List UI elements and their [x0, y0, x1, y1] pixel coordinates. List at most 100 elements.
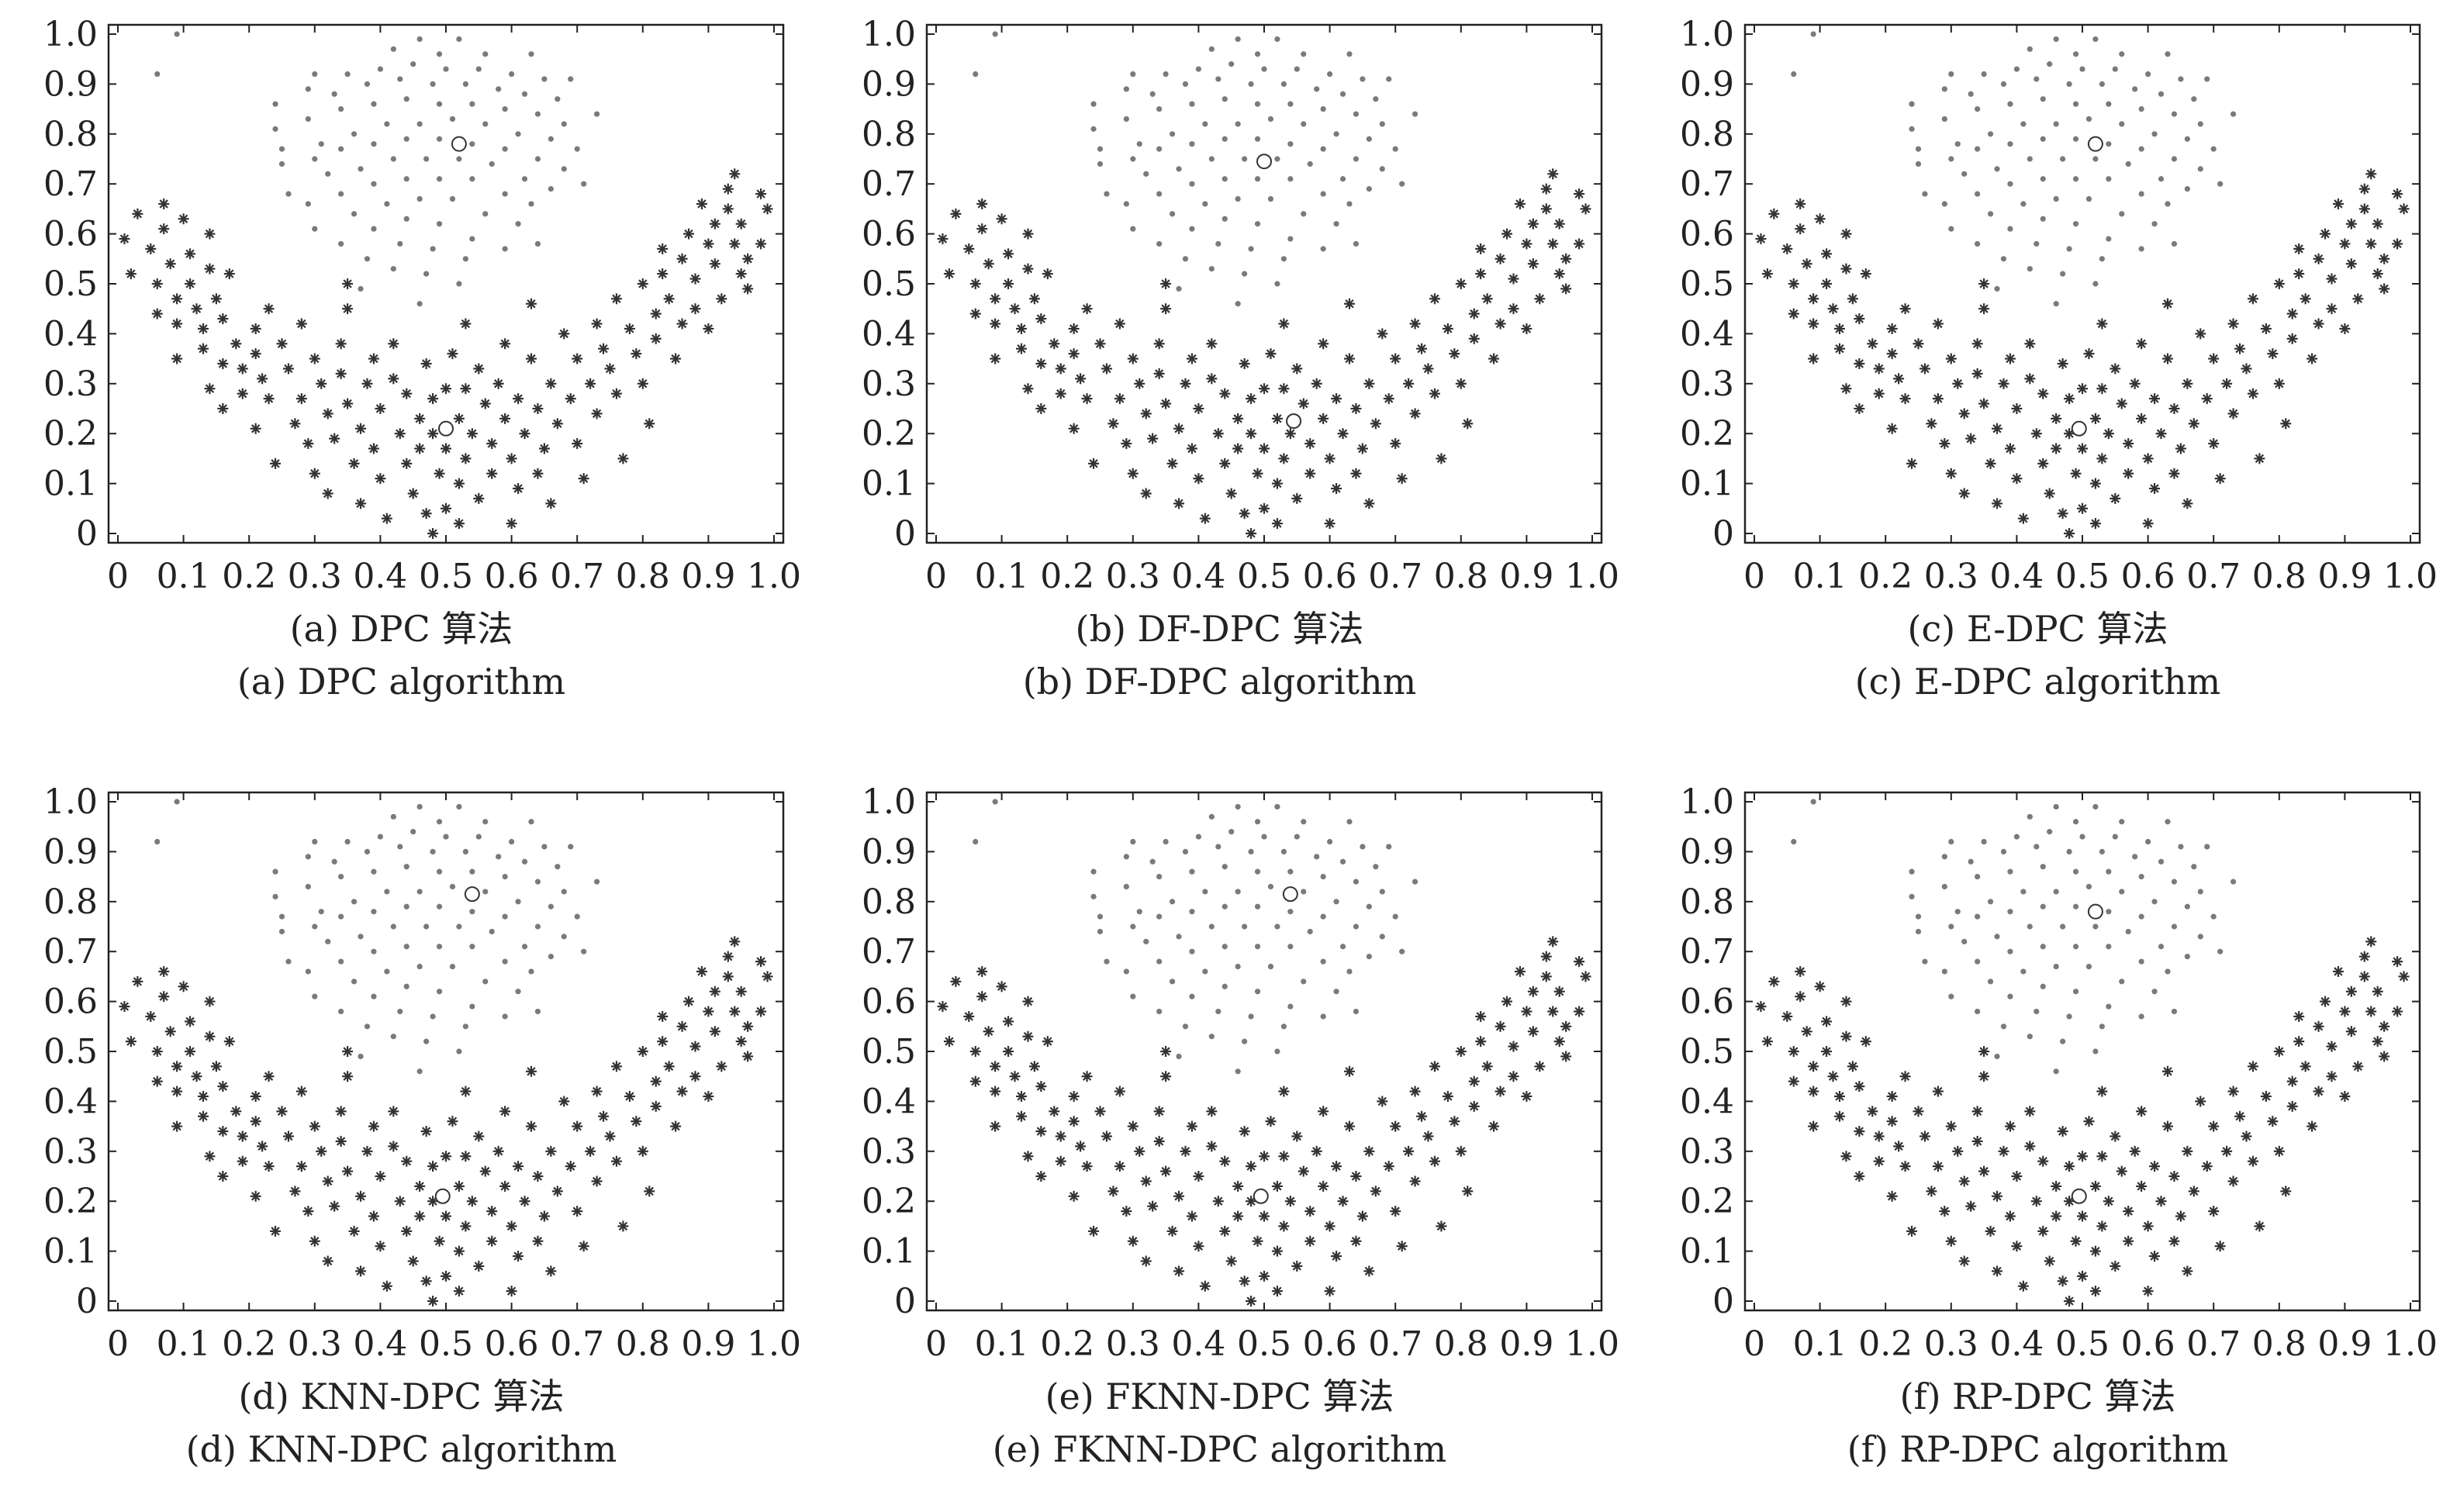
data-point-dot — [1333, 131, 1339, 136]
y-tick-label: 0.7 — [43, 164, 98, 204]
data-point-star — [1887, 1091, 1898, 1102]
data-point-star — [755, 238, 766, 249]
data-point-dot — [555, 864, 560, 869]
data-point-star — [723, 203, 734, 214]
data-point-star — [447, 348, 458, 359]
data-point-dot — [1235, 964, 1241, 969]
data-point-star — [427, 428, 438, 439]
data-point-star — [1581, 971, 1591, 982]
data-point-star — [1325, 453, 1336, 464]
data-point-star — [506, 453, 517, 464]
data-point-dot — [456, 156, 461, 161]
data-point-star — [729, 936, 740, 947]
y-tick-label: 0.3 — [1680, 364, 1734, 404]
data-point-star — [1449, 348, 1460, 359]
data-point-dot — [1183, 1024, 1188, 1029]
data-point-dot — [365, 81, 370, 87]
data-point-star — [1226, 488, 1237, 499]
data-point-dot — [1988, 131, 1993, 136]
data-point-star — [1429, 1061, 1440, 1072]
data-point-star — [565, 1161, 576, 1172]
data-point-dot — [404, 904, 409, 910]
data-point-dot — [568, 844, 573, 849]
data-point-star — [342, 1166, 353, 1177]
data-point-dot — [338, 191, 344, 196]
data-point-star — [2352, 1061, 2363, 1072]
data-point-star — [1482, 293, 1493, 304]
data-point-star — [1121, 438, 1132, 449]
data-point-dot — [1340, 176, 1346, 181]
data-point-star — [441, 1211, 451, 1222]
data-point-dot — [423, 1039, 429, 1044]
y-tick-label: 0.8 — [862, 115, 916, 154]
data-point-dot — [450, 196, 455, 202]
data-point-dot — [469, 176, 475, 181]
data-point-star — [1219, 388, 1230, 399]
data-point-star — [689, 303, 700, 314]
data-point-star — [1187, 444, 1197, 454]
data-point-dot — [2092, 1048, 2098, 1054]
data-point-dot — [2165, 51, 2170, 57]
data-point-star — [1311, 378, 1322, 389]
data-point-star — [1508, 303, 1519, 314]
data-point-star — [1338, 428, 1349, 439]
y-tick-label: 0.6 — [862, 982, 916, 1022]
plot-frame — [927, 25, 1602, 543]
data-point-star — [1344, 1066, 1355, 1077]
data-point-dot — [1948, 156, 1954, 161]
data-point-dot — [2007, 949, 2013, 954]
data-point-dot — [1321, 914, 1326, 920]
data-point-star — [1154, 1136, 1165, 1147]
data-point-star — [1160, 399, 1171, 409]
data-point-dot — [391, 266, 396, 271]
data-point-dot — [1301, 979, 1306, 984]
data-point-star — [513, 393, 524, 404]
data-point-star — [1232, 1211, 1243, 1222]
data-point-star — [2136, 413, 2147, 424]
data-point-dot — [2047, 61, 2052, 67]
data-point-star — [1042, 1036, 1053, 1047]
data-point-star — [296, 1161, 307, 1172]
data-point-star — [1933, 1161, 1944, 1172]
data-point-dot — [2034, 1009, 2039, 1014]
data-point-star — [1331, 1251, 1342, 1262]
data-point-star — [1357, 444, 1368, 454]
data-point-star — [2103, 1196, 2114, 1206]
data-point-dot — [1130, 71, 1135, 77]
data-point-dot — [1209, 266, 1215, 271]
data-point-star — [1854, 1126, 1864, 1137]
data-point-dot — [1090, 869, 1096, 875]
data-point-star — [277, 338, 288, 349]
data-point-star — [1069, 1091, 1080, 1102]
data-point-star — [198, 1091, 209, 1102]
data-point-dot — [1261, 834, 1266, 839]
data-point-star — [1847, 1061, 1858, 1072]
cluster-center — [436, 1189, 450, 1203]
data-point-star — [1946, 1121, 1957, 1132]
data-point-star — [1390, 438, 1401, 449]
data-point-star — [493, 1146, 504, 1157]
data-point-star — [990, 319, 1000, 330]
data-point-star — [1134, 378, 1145, 389]
data-point-dot — [371, 909, 376, 914]
data-point-star — [1547, 936, 1558, 947]
caption-cn: (d) KNN-DPC 算法 — [0, 1379, 803, 1414]
data-point-star — [937, 233, 948, 244]
data-point-star — [368, 354, 379, 364]
data-point-dot — [555, 96, 560, 102]
y-tick-label: 0 — [1712, 514, 1734, 554]
data-point-star — [1874, 363, 1885, 374]
data-point-dot — [503, 874, 508, 879]
data-point-star — [2359, 951, 2370, 962]
data-point-dot — [1189, 869, 1194, 875]
data-point-dot — [1975, 958, 1980, 964]
data-point-star — [1488, 1121, 1499, 1132]
data-point-star — [651, 1076, 662, 1087]
data-point-star — [1456, 1146, 1467, 1157]
data-point-dot — [1189, 949, 1194, 954]
data-point-star — [1154, 1106, 1165, 1117]
data-point-star — [1462, 1186, 1473, 1196]
